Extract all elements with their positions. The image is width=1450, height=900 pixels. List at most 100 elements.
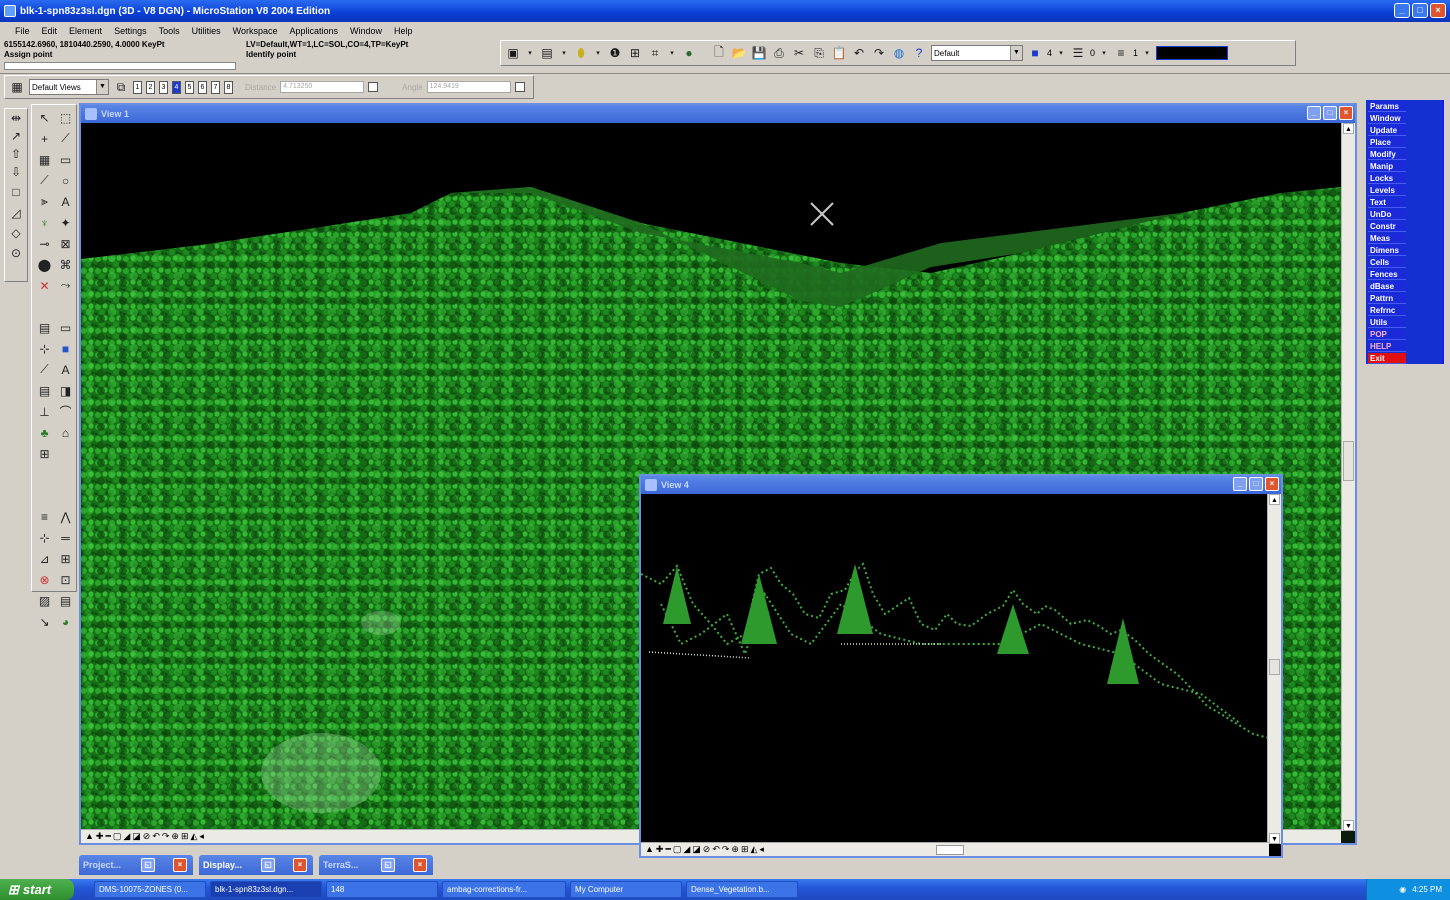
new-file-icon[interactable]: 🗋 <box>714 44 724 59</box>
views-combo[interactable]: Default Views ▼ <box>29 79 109 95</box>
menu-tools[interactable]: Tools <box>158 25 180 36</box>
open-icon[interactable]: 📂 <box>731 46 747 60</box>
menu-help[interactable]: Help <box>394 25 413 36</box>
circle-icon[interactable]: ⊙ <box>10 246 22 260</box>
command-text[interactable]: Text <box>1368 197 1406 208</box>
angle-lock-checkbox[interactable] <box>514 82 525 92</box>
text-edit-icon[interactable]: A <box>61 362 70 377</box>
minimize-icon[interactable]: _ <box>1307 106 1321 120</box>
command-meas[interactable]: Meas <box>1368 233 1406 244</box>
save-icon[interactable]: 💾 <box>751 46 767 60</box>
command-levels[interactable]: Levels <box>1368 185 1406 196</box>
chain-icon[interactable]: ⊡ <box>60 572 71 587</box>
close-icon[interactable]: × <box>1339 106 1353 120</box>
path-icon[interactable]: ⟋ <box>40 362 49 376</box>
scroll-down-icon[interactable]: ▼ <box>1343 820 1354 831</box>
help-icon[interactable]: ? <box>915 46 923 60</box>
active-color-swatch[interactable] <box>1156 46 1229 60</box>
paste-icon[interactable]: 📋 <box>831 46 847 60</box>
view-3-button[interactable]: 3 <box>159 80 168 94</box>
restore-icon[interactable]: ◱ <box>261 858 275 872</box>
view-1-titlebar[interactable]: View 1 _ □ × <box>81 105 1355 123</box>
dropdown-arrow-icon[interactable]: ▾ <box>1059 50 1063 57</box>
split-icon[interactable]: ◨ <box>59 383 72 398</box>
command-place[interactable]: Place <box>1368 137 1406 148</box>
line-style-icon[interactable]: ☰ <box>1072 46 1084 60</box>
command-pattrn[interactable]: Pattrn <box>1368 293 1406 304</box>
close-icon[interactable]: × <box>1265 477 1279 491</box>
view-7-button[interactable]: 7 <box>211 80 220 94</box>
command-manip[interactable]: Manip <box>1368 161 1406 172</box>
maximize-icon[interactable]: □ <box>1323 106 1337 120</box>
render-icon[interactable]: ● <box>685 46 693 60</box>
dropdown-arrow-icon[interactable]: ▾ <box>670 50 674 57</box>
view-4-controls[interactable]: ▲✚━▢◢◪⊘↶↷⊕⊞◭◂ <box>641 842 1269 856</box>
task-button[interactable]: My Computer <box>570 881 682 898</box>
command-modify[interactable]: Modify <box>1368 149 1406 160</box>
globe-tool-icon[interactable]: ◕ <box>61 614 70 629</box>
rectangle-icon[interactable]: ▭ <box>59 152 72 167</box>
info-icon[interactable]: ❶ <box>609 46 621 60</box>
list-icon[interactable]: ▤ <box>59 593 72 608</box>
command-dbase[interactable]: dBase <box>1368 281 1406 292</box>
circle-tool-icon[interactable]: ○ <box>61 173 70 188</box>
command-dimens[interactable]: Dimens <box>1368 245 1406 256</box>
grid-icon[interactable]: ⌗ <box>651 45 659 60</box>
task-button[interactable]: 148 <box>326 881 438 898</box>
measure-icon[interactable]: ⟋ <box>40 173 49 187</box>
align-icon[interactable]: ⊥ <box>39 404 50 419</box>
square-icon[interactable]: □ <box>12 185 20 199</box>
menu-window[interactable]: Window <box>350 25 383 36</box>
select-icon[interactable]: ↖ <box>39 110 50 125</box>
menu-settings[interactable]: Settings <box>114 25 147 36</box>
mirror-icon[interactable]: ⊠ <box>60 236 71 251</box>
task-button[interactable]: Dense_Vegetation.b... <box>686 881 798 898</box>
command-cells[interactable]: Cells <box>1368 257 1406 268</box>
angle-field[interactable]: 124.9419 <box>426 81 511 93</box>
fence-icon[interactable]: ⬚ <box>59 110 72 125</box>
cylinder-icon[interactable]: ⬮ <box>577 45 585 60</box>
modify-icon[interactable]: ⊸ <box>39 236 50 251</box>
view-5-button[interactable]: 5 <box>185 80 194 94</box>
tree-icon[interactable]: ♣ <box>40 425 49 440</box>
command-locks[interactable]: Locks <box>1368 173 1406 184</box>
dropdown-arrow-icon[interactable]: ▾ <box>1145 50 1149 57</box>
minimize-icon[interactable]: _ <box>1233 477 1247 491</box>
cut-icon[interactable]: ✂ <box>793 46 805 60</box>
scroll-up-icon[interactable]: ▲ <box>1343 123 1354 134</box>
view-4-canvas[interactable] <box>641 494 1269 844</box>
close-icon[interactable]: × <box>413 858 427 872</box>
command-window[interactable]: Window <box>1368 113 1406 124</box>
restore-icon[interactable]: ◱ <box>381 858 395 872</box>
raster-icon[interactable]: ▨ <box>38 593 51 608</box>
command-pop[interactable]: POP <box>1368 329 1406 340</box>
view-1-scrollbar[interactable]: ▲ ▼ <box>1341 123 1355 831</box>
curve-icon[interactable]: ⌒ <box>59 405 72 419</box>
arrow-diag-icon[interactable]: ↗ <box>10 129 22 143</box>
horizontal-scroll-thumb[interactable] <box>935 844 964 855</box>
close-icon[interactable]: × <box>293 858 307 872</box>
view-4-scrollbar[interactable]: ▲ ▼ <box>1267 494 1281 844</box>
pattern-icon[interactable]: ⊗ <box>39 572 50 587</box>
command-fences[interactable]: Fences <box>1368 269 1406 280</box>
close-button[interactable]: × <box>1430 3 1446 18</box>
task-button[interactable]: ambag-corrections-fr... <box>442 881 566 898</box>
menu-edit[interactable]: Edit <box>41 25 58 36</box>
move-icon[interactable]: ⇹ <box>10 111 22 125</box>
menu-element[interactable]: Element <box>69 25 103 36</box>
cell-icon[interactable]: ▦ <box>38 152 51 167</box>
fill-icon[interactable]: ■ <box>61 341 70 356</box>
view-8-button[interactable]: 8 <box>224 80 233 94</box>
grid-tool-icon[interactable]: ⊞ <box>39 446 50 461</box>
place-line-icon[interactable]: ⟋ <box>61 131 70 145</box>
scale-icon[interactable]: ⊿ <box>39 551 50 566</box>
library-icon[interactable]: ▤ <box>38 320 51 335</box>
fence-tool-icon[interactable]: ▭ <box>59 320 72 335</box>
command-exit[interactable]: Exit <box>1368 353 1406 364</box>
menu-workspace[interactable]: Workspace <box>232 25 278 36</box>
view-6-button[interactable]: 6 <box>198 80 207 94</box>
scroll-thumb[interactable] <box>1269 659 1280 675</box>
move-element-icon[interactable]: ✦ <box>60 215 71 230</box>
dropdown-arrow-icon[interactable]: ▾ <box>1102 50 1106 57</box>
wall-icon[interactable]: ⌂ <box>61 425 70 440</box>
